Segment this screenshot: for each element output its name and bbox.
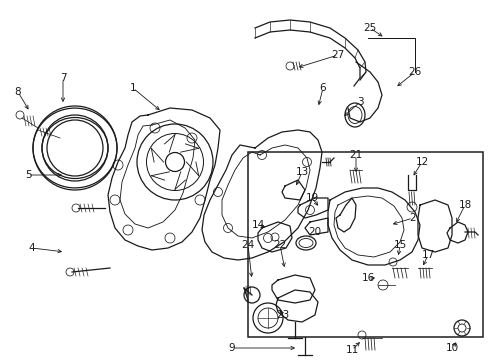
Text: 5: 5 (24, 170, 31, 180)
Text: 25: 25 (364, 23, 377, 33)
Text: 27: 27 (331, 50, 344, 60)
Text: 23: 23 (276, 310, 290, 320)
Text: 4: 4 (29, 243, 35, 253)
Text: 11: 11 (345, 345, 359, 355)
Text: 17: 17 (421, 250, 435, 260)
Text: 10: 10 (445, 343, 459, 353)
Text: 13: 13 (295, 167, 309, 177)
Text: 21: 21 (349, 150, 363, 160)
Text: 3: 3 (357, 97, 363, 107)
Text: 8: 8 (15, 87, 21, 97)
Text: 22: 22 (273, 240, 287, 250)
Text: 7: 7 (60, 73, 66, 83)
Text: 20: 20 (308, 227, 321, 237)
Text: 16: 16 (362, 273, 375, 283)
Text: 26: 26 (408, 67, 421, 77)
Text: 15: 15 (393, 240, 407, 250)
Text: 14: 14 (251, 220, 265, 230)
Text: 1: 1 (130, 83, 136, 93)
Text: 18: 18 (458, 200, 472, 210)
Bar (248, 152, 483, 337)
Text: 19: 19 (305, 193, 318, 203)
Text: 9: 9 (229, 343, 235, 353)
Text: 2: 2 (410, 213, 416, 223)
Text: 6: 6 (319, 83, 326, 93)
Text: 12: 12 (416, 157, 429, 167)
Text: 24: 24 (242, 240, 255, 250)
